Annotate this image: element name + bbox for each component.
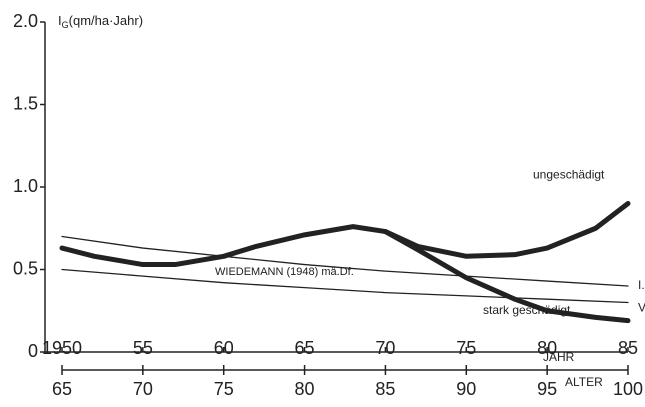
x-tick-label: 55 — [133, 338, 153, 358]
line-series — [61, 235, 629, 287]
y-tick-label: 1.5 — [13, 93, 38, 113]
x2-axis-label: ALTER — [565, 375, 603, 389]
x-tick-label: 65 — [295, 338, 315, 358]
x2-tick-label: 95 — [537, 379, 557, 399]
y-label-unit: (qm/ha·Jahr) — [69, 13, 143, 28]
y-label-sub: G — [62, 20, 69, 30]
y-tick-label: 0 — [28, 341, 38, 361]
x2-tick-label: 100 — [613, 379, 643, 399]
y-tick-label: 0.5 — [13, 258, 38, 278]
legend-label: I. — [638, 278, 645, 292]
y-tick-label: 2.0 — [13, 11, 38, 31]
y-tick-label: 1.0 — [13, 176, 38, 196]
y-axis-label: IG(qm/ha·Jahr) — [58, 13, 143, 30]
x-tick-label: 60 — [214, 338, 234, 358]
x-tick-label: 1950 — [42, 338, 82, 358]
x-tick-label: 75 — [456, 338, 476, 358]
line-series — [382, 229, 631, 324]
x2-tick-label: 75 — [214, 379, 234, 399]
x2-tick-label: 85 — [375, 379, 395, 399]
x-tick-label: 85 — [618, 338, 638, 358]
x2-tick-label: 90 — [456, 379, 476, 399]
x2-tick-label: 70 — [133, 379, 153, 399]
line-series — [59, 201, 631, 268]
x-axis-label: JAHR — [543, 350, 575, 364]
x-tick-label: 80 — [537, 338, 557, 358]
x2-tick-label: 65 — [52, 379, 72, 399]
legend-label: V. — [638, 301, 645, 315]
y-label-main: I — [58, 13, 62, 28]
x2-tick-label: 80 — [295, 379, 315, 399]
legend-label: stark geschädigt — [483, 303, 571, 317]
line-series — [61, 268, 629, 304]
legend-label: ungeschädigt — [533, 168, 605, 182]
x-tick-label: 70 — [375, 338, 395, 358]
annotation: WIEDEMANN (1948) mä.Df. — [215, 266, 354, 278]
